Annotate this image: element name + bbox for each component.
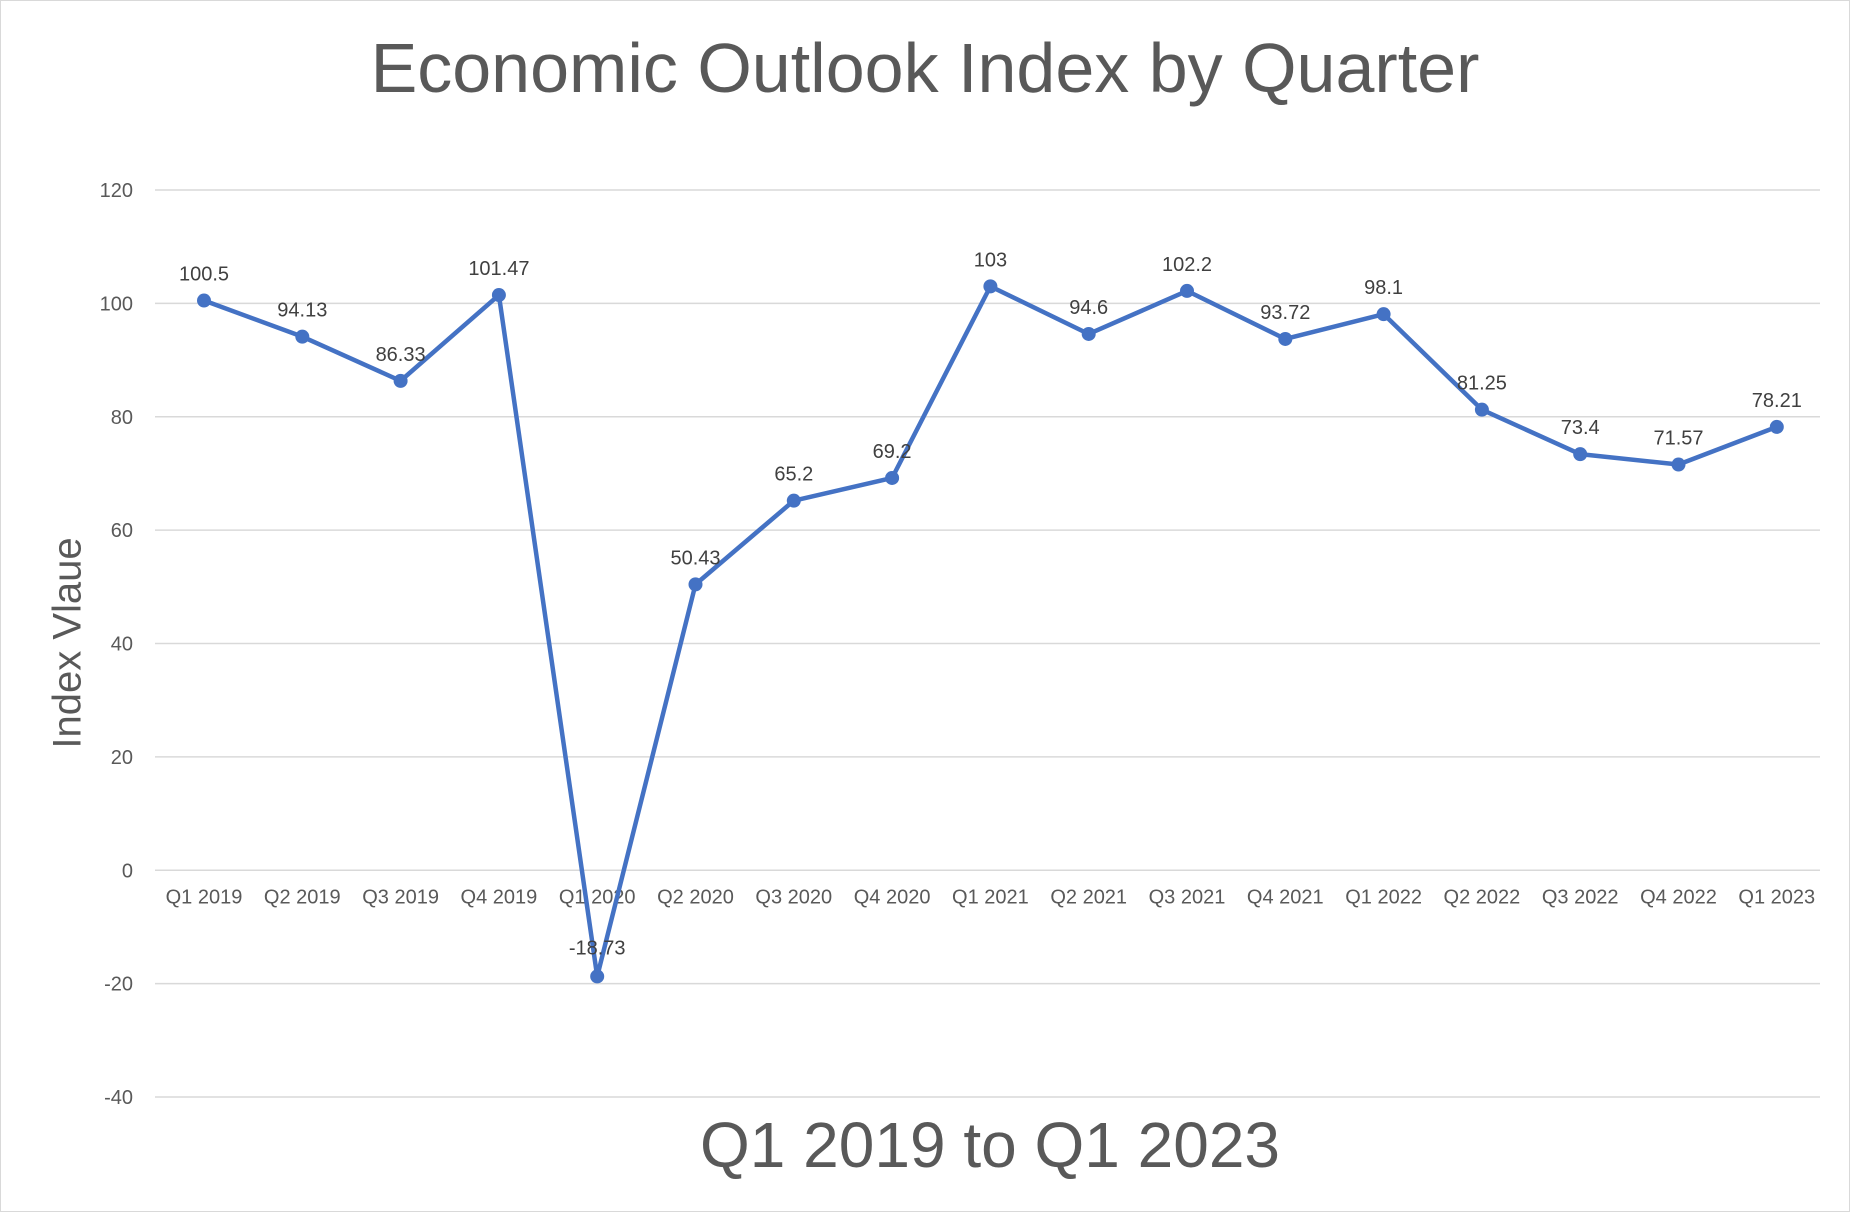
data-point bbox=[295, 329, 310, 344]
x-tick-label: Q4 2022 bbox=[1640, 886, 1717, 908]
y-tick-label: 80 bbox=[111, 407, 133, 429]
x-tick-label: Q2 2022 bbox=[1444, 886, 1521, 908]
data-label: 71.57 bbox=[1653, 428, 1703, 450]
data-point bbox=[1573, 447, 1588, 462]
x-tick-label: Q4 2019 bbox=[461, 886, 538, 908]
x-tick-label: Q4 2020 bbox=[854, 886, 931, 908]
y-axis-ticks: 120 100 80 60 40 20 0 -20 -40 bbox=[100, 180, 133, 1109]
x-tick-label: Q1 2020 bbox=[559, 886, 636, 908]
data-label: -18.73 bbox=[569, 937, 626, 959]
data-labels: 100.5 94.13 86.33 101.47 -18.73 50.43 65.2 69.2… bbox=[179, 249, 1802, 959]
data-point bbox=[1180, 283, 1194, 298]
x-tick-label: Q1 2019 bbox=[166, 886, 243, 908]
x-tick-label: Q3 2019 bbox=[362, 886, 439, 908]
x-tick-label: Q2 2021 bbox=[1050, 886, 1127, 908]
x-tick-label: Q2 2020 bbox=[657, 886, 734, 908]
x-tick-label: Q3 2021 bbox=[1149, 886, 1226, 908]
data-label: 50.43 bbox=[670, 547, 720, 569]
y-tick-label: 20 bbox=[111, 747, 133, 769]
x-tick-label: Q1 2023 bbox=[1738, 886, 1815, 908]
data-point bbox=[393, 373, 408, 388]
data-point bbox=[1474, 402, 1489, 417]
data-label: 94.6 bbox=[1069, 297, 1108, 319]
data-point bbox=[1671, 457, 1686, 472]
data-point bbox=[590, 969, 605, 984]
data-label: 101.47 bbox=[468, 258, 529, 280]
y-tick-label: 120 bbox=[100, 180, 133, 202]
y-tick-label: -40 bbox=[104, 1087, 133, 1109]
y-tick-label: 100 bbox=[100, 293, 133, 315]
data-point bbox=[1081, 326, 1096, 341]
data-label: 102.2 bbox=[1162, 254, 1212, 276]
x-tick-label: Q1 2021 bbox=[952, 886, 1029, 908]
data-label: 81.25 bbox=[1457, 373, 1507, 395]
data-label: 73.4 bbox=[1561, 417, 1600, 439]
data-point bbox=[786, 493, 801, 508]
data-point bbox=[197, 293, 211, 308]
data-point bbox=[688, 577, 703, 592]
data-label: 69.2 bbox=[873, 441, 912, 463]
data-label: 93.72 bbox=[1260, 302, 1310, 324]
x-tick-label: Q4 2021 bbox=[1247, 886, 1324, 908]
series-group bbox=[197, 279, 1784, 984]
y-tick-label: 60 bbox=[111, 520, 133, 542]
data-point bbox=[885, 470, 900, 485]
data-label: 94.13 bbox=[277, 300, 327, 322]
data-point bbox=[1769, 419, 1784, 434]
data-point bbox=[491, 288, 506, 303]
y-tick-label: -20 bbox=[104, 974, 133, 996]
data-label: 65.2 bbox=[774, 464, 813, 486]
gridlines bbox=[155, 189, 1820, 1098]
data-label: 78.21 bbox=[1752, 390, 1802, 412]
y-tick-label: 0 bbox=[122, 860, 133, 882]
data-point bbox=[1278, 331, 1293, 346]
x-tick-label: Q3 2022 bbox=[1542, 886, 1619, 908]
data-label: 100.5 bbox=[179, 264, 229, 286]
x-tick-label: Q1 2022 bbox=[1345, 886, 1422, 908]
x-axis-ticks: Q1 2019 Q2 2019 Q3 2019 Q4 2019 Q1 2020 Q2 20… bbox=[166, 886, 1816, 908]
chart-title: Economic Outlook Index by Quarter bbox=[370, 29, 1480, 107]
y-tick-label: 40 bbox=[111, 634, 133, 656]
data-point bbox=[983, 279, 998, 294]
data-label: 103 bbox=[974, 249, 1007, 271]
x-tick-label: Q3 2020 bbox=[755, 886, 832, 908]
x-axis-title: Q1 2019 to Q1 2023 bbox=[700, 1109, 1280, 1181]
data-point bbox=[1376, 307, 1391, 322]
data-label: 86.33 bbox=[376, 344, 426, 366]
x-tick-label: Q2 2019 bbox=[264, 886, 341, 908]
data-label: 98.1 bbox=[1364, 277, 1403, 299]
series-line bbox=[203, 284, 1778, 979]
